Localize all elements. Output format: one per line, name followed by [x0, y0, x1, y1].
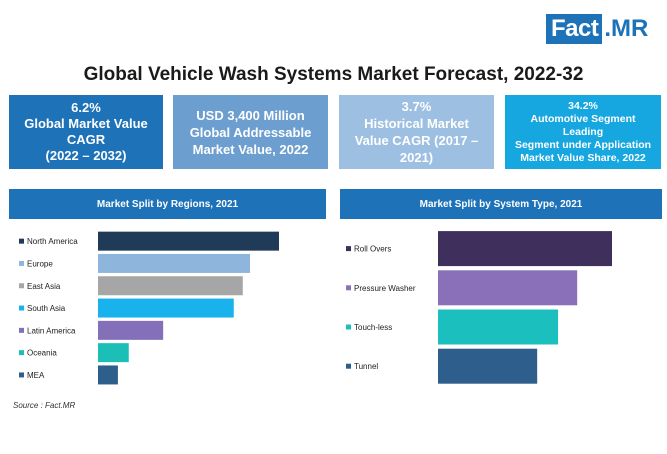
system-type-legend-marker: [346, 246, 351, 252]
region-legend-marker: [19, 238, 24, 244]
system-type-tick-label: Tunnel: [354, 362, 378, 371]
kpi-cagr-forecast: 6.2% Global Market Value CAGR (2022 – 20…: [9, 95, 163, 169]
region-legend-marker: [19, 283, 24, 289]
region-bar: [98, 276, 243, 296]
kpi-label: Market Value Share, 2022: [520, 151, 646, 164]
system-type-tick-label: Roll Overs: [354, 245, 391, 254]
kpi-addressable-value: USD 3,400 Million Global Addressable Mar…: [173, 95, 328, 169]
region-bar: [98, 365, 118, 385]
kpi-label: 2021): [399, 150, 434, 165]
region-bar: [98, 231, 279, 251]
logo-main: Fact: [546, 14, 603, 44]
region-tick-label: North America: [27, 237, 78, 246]
region-tick-label: East Asia: [27, 282, 61, 291]
region-tick-label: Latin America: [27, 326, 76, 335]
system-type-bar: [438, 270, 578, 306]
page-title: Global Vehicle Wash Systems Market Forec…: [83, 64, 584, 85]
region-tick-label: MEA: [27, 371, 45, 380]
region-bar: [98, 298, 234, 318]
kpi-label: Global Addressable: [189, 124, 312, 140]
region-bar: [98, 253, 251, 273]
region-tick-label: South Asia: [27, 304, 66, 313]
factmr-logo: Fact .MR: [546, 14, 648, 44]
region-bar: [98, 343, 129, 363]
system-type-bar: [438, 348, 538, 384]
kpi-label: Historical Market: [364, 116, 469, 131]
source-note: Source : Fact.MR: [13, 401, 76, 410]
kpi-value: 6.2%: [71, 100, 101, 115]
kpi-label: CAGR: [66, 132, 106, 147]
kpi-label: Automotive Segment Leading: [530, 112, 636, 138]
kpi-value: USD 3,400 Million: [196, 107, 305, 123]
system-type-tick-label: Pressure Washer: [354, 284, 416, 293]
kpi-value: 3.7%: [401, 99, 432, 114]
system-type-legend-marker: [346, 363, 351, 369]
kpi-label: Value CAGR (2017 –: [354, 133, 479, 148]
region-legend-marker: [19, 327, 24, 333]
kpi-label: Global Market Value: [24, 116, 148, 131]
region-tick-label: Oceania: [27, 349, 57, 358]
system-type-bar: [438, 231, 612, 267]
region-legend-marker: [19, 372, 24, 378]
kpi-label: (2022 – 2032): [45, 148, 127, 163]
system-type-tick-label: Touch-less: [354, 323, 392, 332]
regions-chart-title: Market Split by Regions, 2021: [9, 189, 326, 219]
logo-suffix: .MR: [604, 15, 649, 42]
kpi-historical-cagr: 3.7% Historical Market Value CAGR (2017 …: [339, 95, 494, 169]
system-type-legend-marker: [346, 285, 351, 291]
kpi-label: Market Value, 2022: [192, 141, 309, 157]
region-legend-marker: [19, 260, 24, 266]
system-type-bar: [438, 309, 559, 345]
region-bar: [98, 320, 164, 340]
region-tick-label: Europe: [27, 259, 53, 268]
region-legend-marker: [19, 350, 24, 356]
kpi-value: 34.2%: [568, 99, 598, 112]
region-legend-marker: [19, 305, 24, 311]
system-type-chart-title: Market Split by System Type, 2021: [340, 189, 662, 219]
kpi-automotive-share: 34.2% Automotive Segment Leading Segment…: [505, 95, 661, 169]
kpi-label: Segment under Application: [514, 138, 652, 151]
system-type-legend-marker: [346, 324, 351, 330]
